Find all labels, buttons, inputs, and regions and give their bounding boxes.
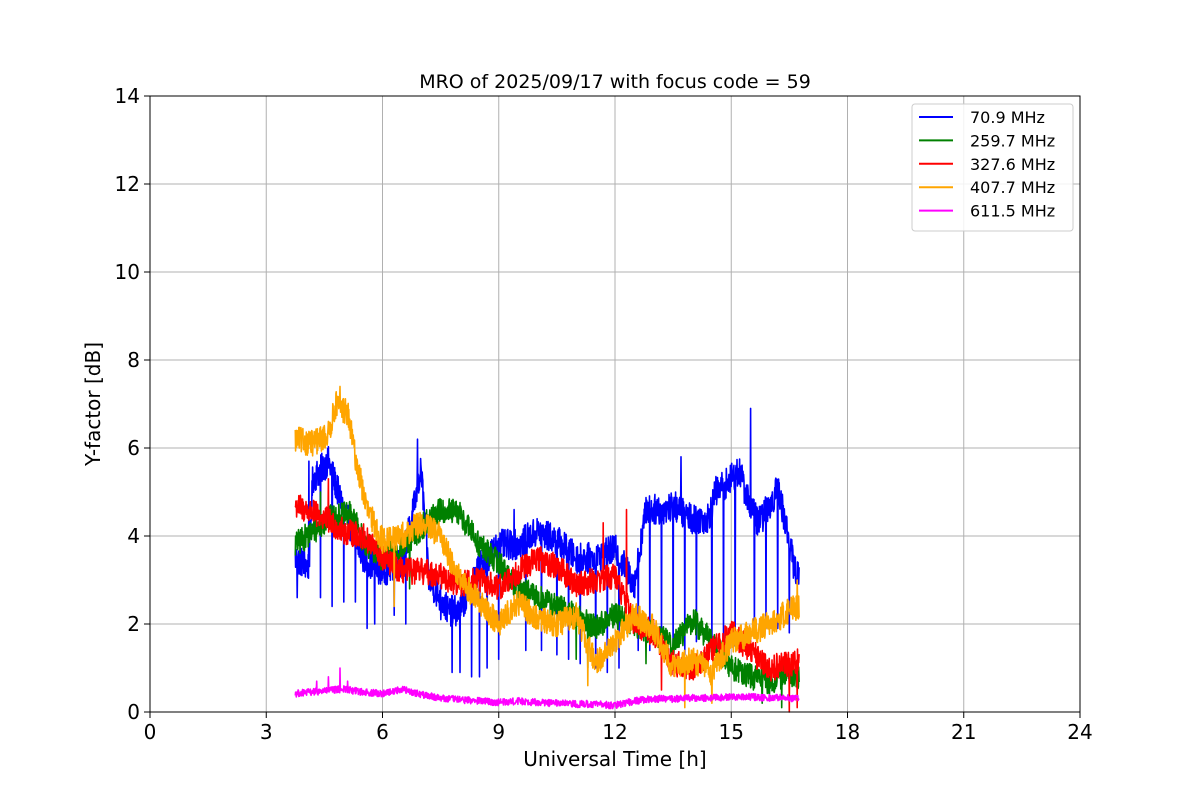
y-tick-label: 14 bbox=[115, 84, 140, 108]
x-tick-label: 3 bbox=[260, 720, 273, 744]
legend-frame bbox=[911, 103, 1074, 232]
legend-label: 70.9 MHz bbox=[970, 108, 1045, 127]
y-tick-label: 0 bbox=[127, 700, 140, 724]
legend-label: 611.5 MHz bbox=[970, 202, 1055, 221]
y-axis-label: Y-factor [dB] bbox=[81, 342, 105, 467]
legend: 70.9 MHz 259.7 MHz 327.6 MHz 407.7 MHz 611.5… bbox=[911, 103, 1074, 232]
y-tick-label: 2 bbox=[127, 612, 140, 636]
y-tick-label: 6 bbox=[127, 436, 140, 460]
y-tick-label: 4 bbox=[127, 524, 140, 548]
legend-label: 259.7 MHz bbox=[970, 131, 1055, 150]
series-line-4 bbox=[294, 667, 800, 710]
legend-label: 407.7 MHz bbox=[970, 178, 1055, 197]
series-layer bbox=[294, 385, 800, 713]
x-tick-label: 24 bbox=[1067, 720, 1092, 744]
x-tick-label: 18 bbox=[835, 720, 860, 744]
chart-title: MRO of 2025/09/17 with focus code = 59 bbox=[419, 71, 811, 93]
x-axis-label: Universal Time [h] bbox=[523, 747, 706, 771]
x-tick-label: 15 bbox=[719, 720, 744, 744]
x-tick-label: 9 bbox=[492, 720, 505, 744]
series-line-2 bbox=[294, 478, 800, 713]
legend-label: 327.6 MHz bbox=[970, 155, 1055, 174]
x-tick-label: 0 bbox=[144, 720, 157, 744]
x-tick-label: 21 bbox=[951, 720, 976, 744]
series-line-3 bbox=[294, 385, 800, 709]
y-tick-label: 8 bbox=[127, 348, 140, 372]
y-tick-label: 12 bbox=[115, 172, 140, 196]
x-tick-label: 12 bbox=[602, 720, 627, 744]
x-tick-label: 6 bbox=[376, 720, 389, 744]
y-tick-label: 10 bbox=[115, 260, 140, 284]
